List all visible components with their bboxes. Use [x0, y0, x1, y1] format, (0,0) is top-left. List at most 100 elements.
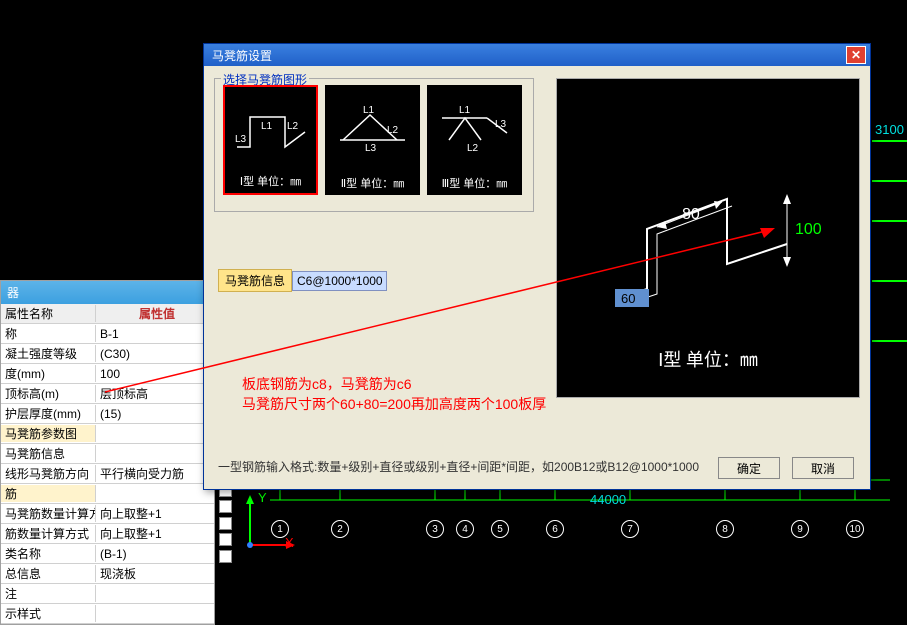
property-key: 马凳筋数量计算方	[1, 505, 96, 522]
property-row[interactable]: 示样式	[1, 604, 214, 624]
property-key: 马凳筋信息	[1, 445, 96, 462]
type-caption: Ⅰ型 单位：㎜	[225, 173, 316, 189]
property-row[interactable]: 类名称(B-1)	[1, 544, 214, 564]
property-panel-header: 器	[1, 281, 214, 304]
cad-axis-bubble: 8	[716, 520, 734, 538]
info-label: 马凳筋信息	[218, 269, 292, 292]
svg-text:60: 60	[621, 291, 635, 306]
property-row[interactable]: 马凳筋数量计算方向上取整+1	[1, 504, 214, 524]
axis-y-label: Y	[258, 490, 267, 505]
info-row: 马凳筋信息 C6@1000*1000	[218, 269, 387, 292]
cad-axis-bubble: 2	[331, 520, 349, 538]
checkbox-column	[215, 480, 237, 566]
property-key: 顶标高(m)	[1, 385, 96, 402]
property-row[interactable]: 注	[1, 584, 214, 604]
axis-icon	[230, 490, 310, 560]
madeng-dialog: 马凳筋设置 ✕ 选择马凳筋图形 L1 L2 L3 Ⅰ型 单位：㎜ L1 L2 L…	[203, 43, 871, 490]
preview-caption: Ⅰ型 单位：㎜	[557, 346, 859, 372]
property-row[interactable]: 度(mm)100	[1, 364, 214, 384]
cad-line	[872, 220, 907, 222]
property-key: 筋数量计算方式	[1, 525, 96, 542]
svg-text:100: 100	[795, 221, 822, 238]
property-row[interactable]: 凝土强度等级(C30)	[1, 344, 214, 364]
checkbox[interactable]	[219, 517, 232, 530]
property-row[interactable]: 称B-1	[1, 324, 214, 344]
property-row[interactable]: 顶标高(m)层顶标高	[1, 384, 214, 404]
property-key: 护层厚度(mm)	[1, 405, 96, 422]
cad-line	[872, 340, 907, 342]
dialog-title: 马凳筋设置	[208, 47, 846, 64]
property-row[interactable]: 马凳筋信息	[1, 444, 214, 464]
input-hint: 一型钢筋输入格式:数量+级别+直径或级别+直径+间距*间距，如200B12或B1…	[218, 458, 699, 475]
red-note-1: 板底钢筋为c8，马凳筋为c6	[242, 374, 412, 394]
type-group: 选择马凳筋图形 L1 L2 L3 Ⅰ型 单位：㎜ L1 L2 L3 Ⅱ型 单位：…	[214, 78, 534, 212]
property-row[interactable]: 总信息现浇板	[1, 564, 214, 584]
property-value[interactable]: (15)	[96, 407, 214, 421]
property-row[interactable]: 护层厚度(mm)(15)	[1, 404, 214, 424]
type3-diagram-icon: L1 L3 L2	[427, 85, 522, 170]
cad-axis-bubble: 5	[491, 520, 509, 538]
svg-text:L1: L1	[363, 105, 375, 116]
type2-diagram-icon: L1 L2 L3	[325, 85, 420, 170]
property-value[interactable]: B-1	[96, 327, 214, 341]
type1-diagram-icon: L1 L2 L3	[225, 87, 320, 172]
property-value[interactable]: (C30)	[96, 347, 214, 361]
property-key: 总信息	[1, 565, 96, 582]
cancel-button[interactable]: 取消	[792, 457, 854, 479]
svg-text:L2: L2	[467, 143, 479, 154]
svg-text:80: 80	[682, 206, 700, 223]
property-value[interactable]: 平行横向受力筋	[96, 465, 214, 482]
checkbox[interactable]	[219, 550, 232, 563]
property-row[interactable]: 马凳筋参数图	[1, 424, 214, 444]
dialog-titlebar[interactable]: 马凳筋设置 ✕	[204, 44, 870, 66]
cad-total: 44000	[590, 492, 626, 507]
close-icon[interactable]: ✕	[846, 46, 866, 64]
property-key: 示样式	[1, 605, 96, 622]
property-header-row: 属性名称 属性值	[1, 304, 214, 324]
property-key: 凝土强度等级	[1, 345, 96, 362]
axis-x-label: X	[285, 535, 294, 550]
property-value[interactable]: 层顶标高	[96, 385, 214, 402]
type-caption: Ⅱ型 单位：㎜	[325, 175, 420, 191]
svg-text:L1: L1	[261, 121, 273, 132]
property-value[interactable]: 向上取整+1	[96, 505, 214, 522]
property-value[interactable]: 现浇板	[96, 565, 214, 582]
property-value[interactable]: 向上取整+1	[96, 525, 214, 542]
info-value-input[interactable]: C6@1000*1000	[292, 271, 387, 291]
property-key: 称	[1, 325, 96, 342]
svg-text:L3: L3	[495, 119, 507, 130]
checkbox[interactable]	[219, 500, 232, 513]
cad-axis-bubble: 7	[621, 520, 639, 538]
property-row[interactable]: 筋	[1, 484, 214, 504]
type-option-1[interactable]: L1 L2 L3 Ⅰ型 单位：㎜	[223, 85, 318, 195]
property-key: 线形马凳筋方向	[1, 465, 96, 482]
type-caption: Ⅲ型 单位：㎜	[427, 175, 522, 191]
property-key: 马凳筋参数图	[1, 425, 96, 442]
cad-axis-bubble: 6	[546, 520, 564, 538]
property-row[interactable]: 线形马凳筋方向平行横向受力筋	[1, 464, 214, 484]
property-key: 注	[1, 585, 96, 602]
cad-line	[872, 280, 907, 282]
svg-text:L1: L1	[459, 105, 471, 116]
type-option-3[interactable]: L1 L3 L2 Ⅲ型 单位：㎜	[427, 85, 522, 195]
property-key: 筋	[1, 485, 96, 502]
svg-text:L2: L2	[287, 121, 299, 132]
cad-axis-bubble: 4	[456, 520, 474, 538]
property-panel: 器 属性名称 属性值 称B-1凝土强度等级(C30)度(mm)100顶标高(m)…	[0, 280, 215, 625]
property-value[interactable]: 100	[96, 367, 214, 381]
property-key: 度(mm)	[1, 365, 96, 382]
cad-dim-label: 3100	[875, 122, 904, 137]
ok-button[interactable]: 确定	[718, 457, 780, 479]
cad-axis-bubble: 3	[426, 520, 444, 538]
type-option-2[interactable]: L1 L2 L3 Ⅱ型 单位：㎜	[325, 85, 420, 195]
svg-text:L3: L3	[365, 143, 377, 154]
red-note-2: 马凳筋尺寸两个60+80=200再加高度两个100板厚	[242, 394, 546, 414]
checkbox[interactable]	[219, 533, 232, 546]
property-value[interactable]: (B-1)	[96, 547, 214, 561]
cad-line	[872, 140, 907, 142]
preview-pane: 60 80 100 Ⅰ型 单位：㎜	[556, 78, 860, 398]
cad-axis-bubble: 9	[791, 520, 809, 538]
property-key: 类名称	[1, 545, 96, 562]
property-row[interactable]: 筋数量计算方式向上取整+1	[1, 524, 214, 544]
property-col-name: 属性名称	[1, 305, 96, 322]
